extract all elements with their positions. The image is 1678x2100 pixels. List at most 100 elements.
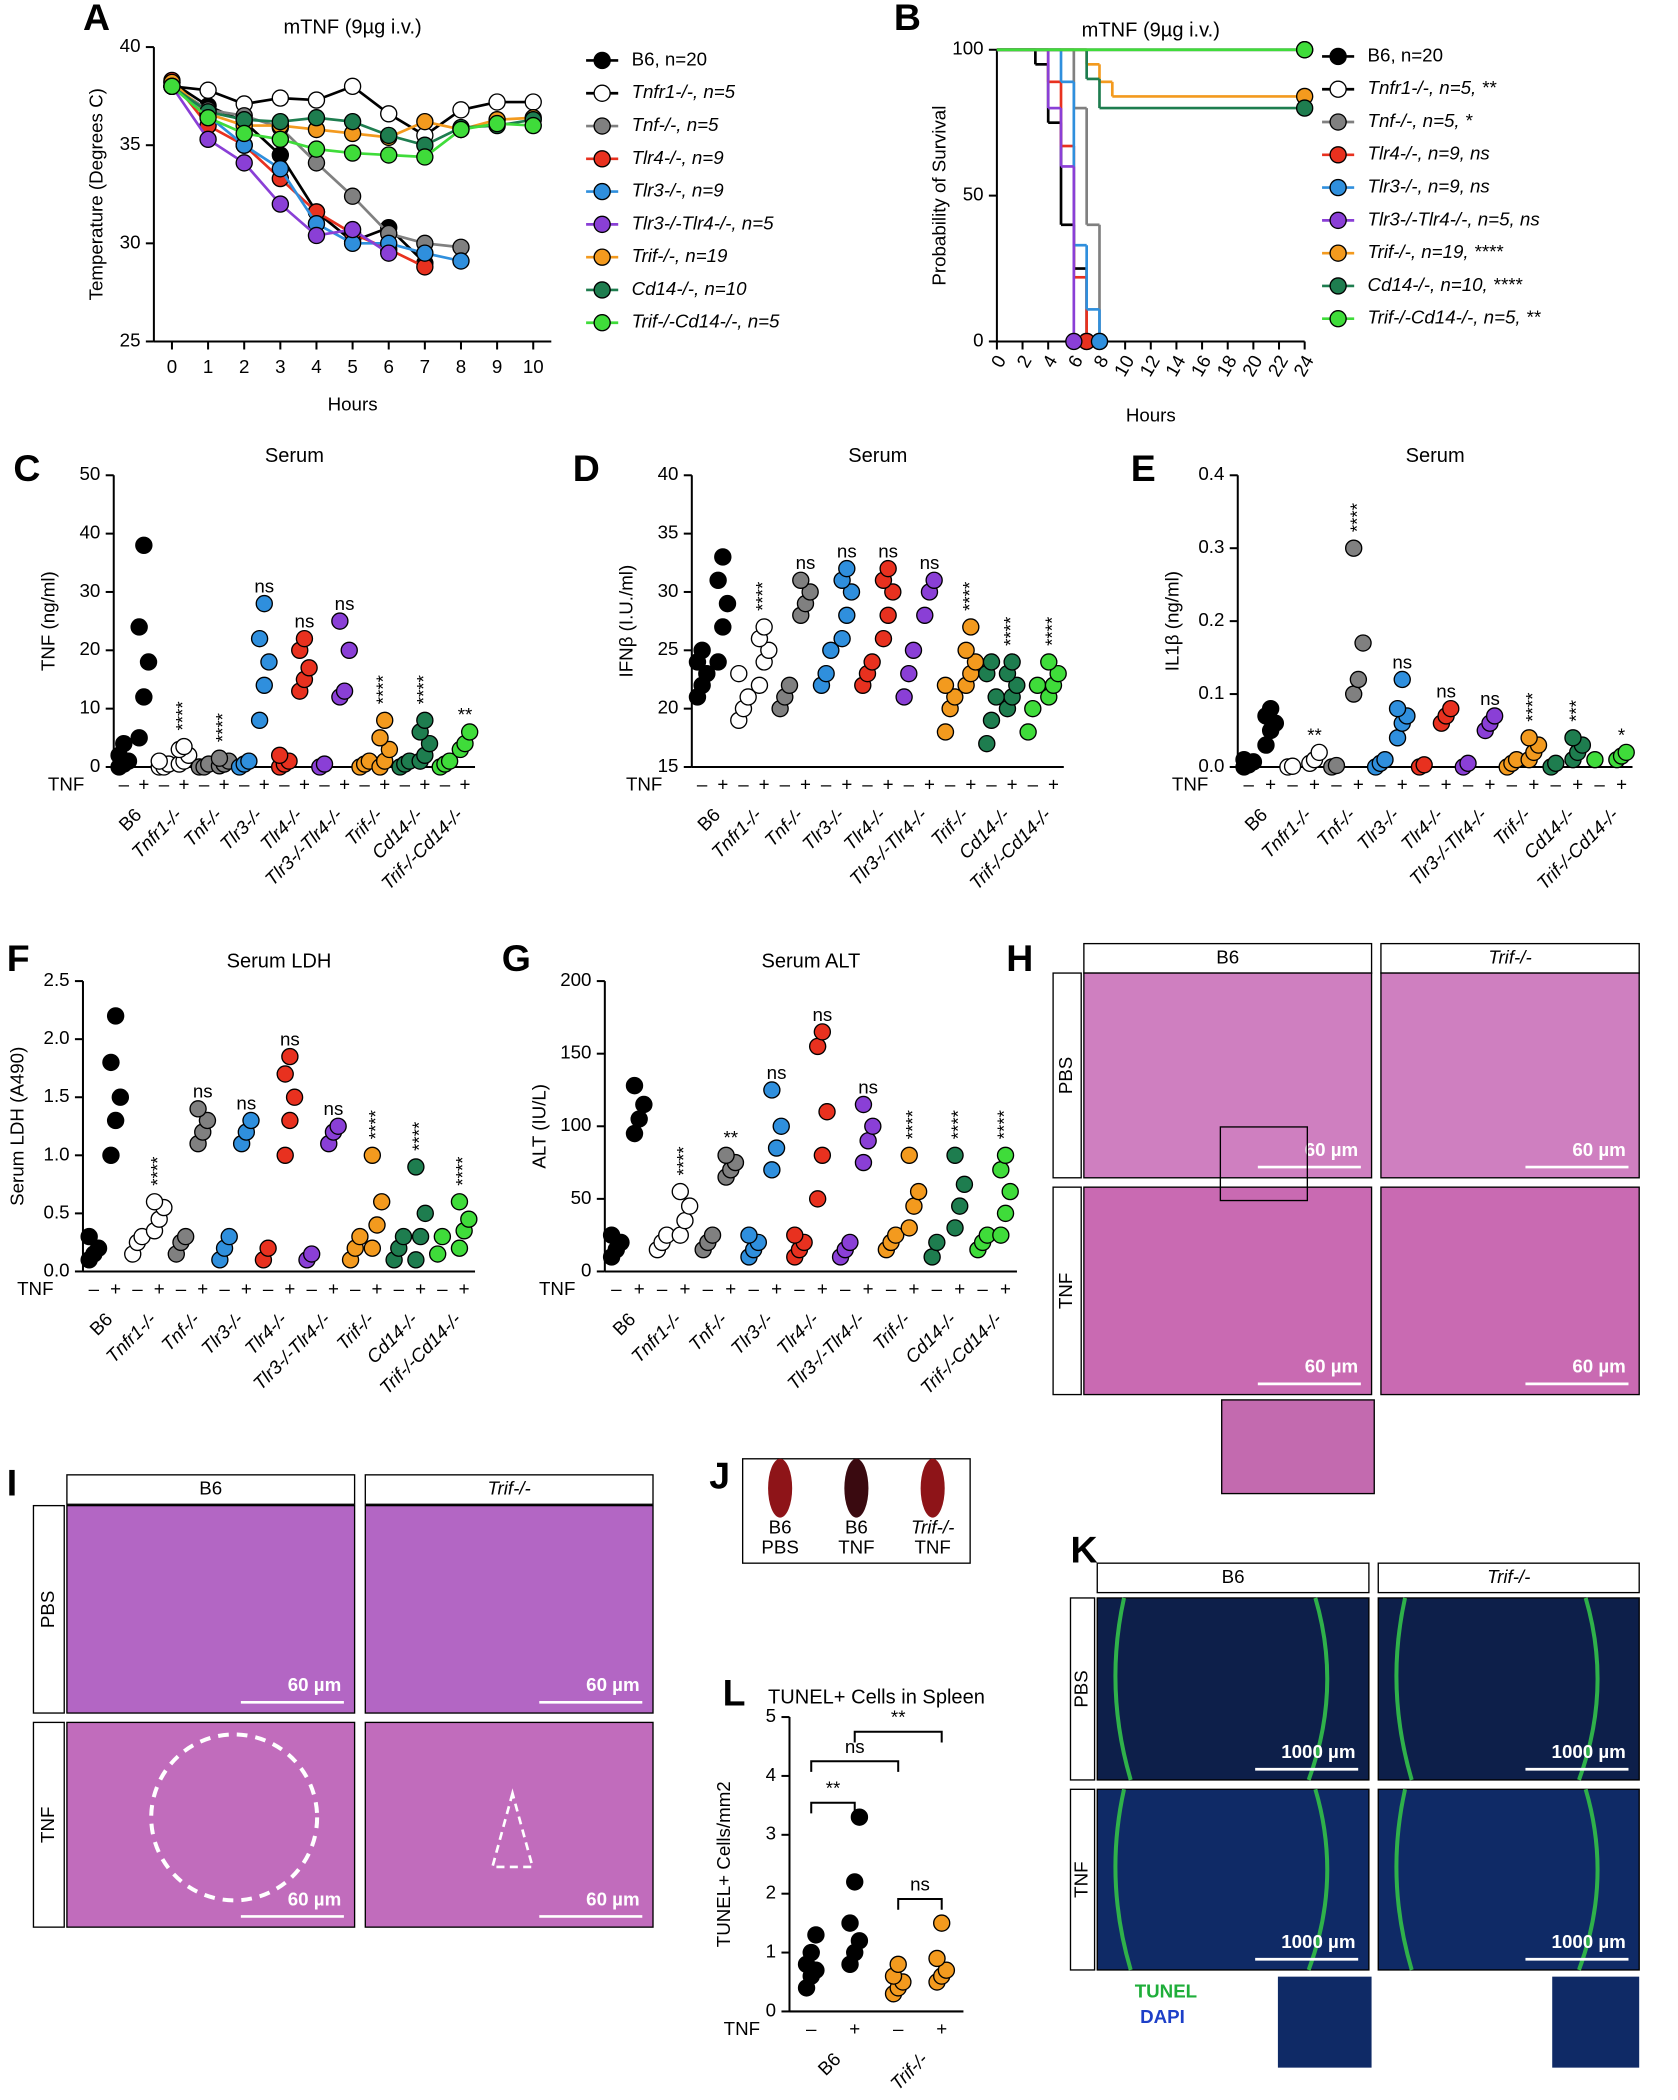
end-point bbox=[1295, 41, 1314, 59]
data-point bbox=[1344, 685, 1363, 703]
data-point bbox=[900, 1219, 918, 1237]
spleen bbox=[920, 1458, 945, 1518]
treatment-label: + bbox=[849, 2018, 860, 2039]
data-point bbox=[281, 1111, 299, 1130]
data-point bbox=[717, 1146, 735, 1165]
significance: **** bbox=[172, 701, 193, 730]
treatment-label: + bbox=[460, 774, 471, 795]
legend-label: Trif-/-Cd14-/-, n=5, ** bbox=[1368, 307, 1542, 328]
data-point bbox=[714, 548, 732, 566]
x-tick-label: 5 bbox=[347, 356, 357, 377]
data-point bbox=[887, 1226, 905, 1244]
x-axis-label: Hours bbox=[1126, 404, 1176, 425]
data-point bbox=[730, 664, 748, 683]
treatment-label: + bbox=[771, 1278, 782, 1299]
treatment-label: – bbox=[657, 1278, 668, 1299]
data-point bbox=[928, 1233, 946, 1252]
data-point bbox=[343, 220, 362, 239]
category-label: Tnf-/- bbox=[157, 1308, 203, 1354]
data-point bbox=[1547, 754, 1565, 773]
significance: **** bbox=[373, 675, 394, 704]
treatment-label: – bbox=[400, 774, 411, 795]
y-tick-label: 20 bbox=[80, 638, 101, 659]
treatment-label: – bbox=[697, 774, 708, 795]
data-point bbox=[602, 1226, 621, 1244]
data-point bbox=[271, 160, 290, 178]
data-point bbox=[380, 146, 398, 164]
treatment-label: – bbox=[1244, 774, 1255, 795]
category-label: B6 bbox=[85, 1308, 116, 1339]
treatment-label: – bbox=[1331, 774, 1342, 795]
category-label: Tlr3-/- bbox=[1353, 804, 1403, 854]
data-point bbox=[863, 653, 881, 671]
legend-marker bbox=[593, 117, 611, 135]
data-point bbox=[905, 1197, 923, 1215]
legend-marker bbox=[593, 150, 611, 168]
data-point bbox=[106, 1111, 125, 1130]
treatment-label: + bbox=[1353, 774, 1364, 795]
row-label: TNF bbox=[48, 774, 84, 795]
data-point bbox=[440, 752, 459, 770]
data-point bbox=[460, 1210, 478, 1228]
y-axis-label: Serum LDH (A490) bbox=[7, 1047, 28, 1206]
data-point bbox=[842, 583, 861, 601]
treatment-label: + bbox=[800, 774, 811, 795]
data-point bbox=[760, 641, 778, 660]
y-tick-label: 0.3 bbox=[1198, 536, 1224, 557]
treatment-label: + bbox=[908, 1278, 919, 1299]
legend-marker bbox=[593, 248, 611, 266]
data-point bbox=[1008, 676, 1026, 695]
data-point bbox=[808, 1037, 827, 1056]
data-point bbox=[1019, 723, 1037, 741]
chart-title: Serum bbox=[265, 445, 324, 467]
treatment-label: – bbox=[703, 1278, 714, 1299]
data-point bbox=[874, 629, 893, 648]
significance: **** bbox=[959, 582, 980, 611]
data-point bbox=[879, 606, 897, 624]
treatment-label: + bbox=[634, 1278, 645, 1299]
data-point bbox=[928, 1949, 946, 1968]
data-point bbox=[102, 1146, 120, 1165]
y-tick-label: 100 bbox=[952, 38, 983, 59]
data-point bbox=[271, 112, 290, 131]
x-tick-label: 6 bbox=[1064, 352, 1087, 372]
y-tick-label: 0.1 bbox=[1198, 682, 1224, 703]
y-tick-label: 0.5 bbox=[44, 1201, 70, 1222]
data-point bbox=[693, 641, 711, 660]
y-tick-label: 50 bbox=[571, 1187, 592, 1208]
y-axis-label: ALT (IU/L) bbox=[529, 1084, 550, 1169]
data-point bbox=[130, 618, 148, 636]
treatment-label: + bbox=[1007, 774, 1018, 795]
row-label: TNF bbox=[1055, 1273, 1076, 1309]
panel-letter: H bbox=[1006, 937, 1033, 979]
chart-title: Serum ALT bbox=[761, 951, 860, 973]
row-label: TNF bbox=[1070, 1861, 1091, 1897]
treatment-label: – bbox=[176, 1278, 187, 1299]
y-tick-label: 0.2 bbox=[1198, 609, 1224, 630]
scale-label: 60 µm bbox=[1305, 1356, 1358, 1377]
x-tick-label: 10 bbox=[1110, 352, 1139, 381]
y-tick-label: 35 bbox=[120, 133, 141, 154]
data-point bbox=[343, 112, 362, 131]
row-label: TNF bbox=[1172, 774, 1208, 795]
data-point bbox=[300, 659, 318, 677]
data-point bbox=[671, 1226, 689, 1244]
y-tick-label: 1.0 bbox=[44, 1143, 70, 1164]
significance: ns bbox=[1392, 651, 1412, 672]
data-point bbox=[115, 734, 133, 753]
data-point bbox=[380, 105, 398, 123]
x-tick-label: 12 bbox=[1135, 352, 1164, 381]
y-tick-label: 0.0 bbox=[1198, 755, 1224, 776]
legend-label: Tlr3-/-, n=9 bbox=[632, 180, 725, 201]
legend-label: Tlr3-/-Tlr4-/-, n=5 bbox=[632, 212, 775, 233]
data-point bbox=[285, 1088, 304, 1106]
stain-label: DAPI bbox=[1140, 2006, 1185, 2027]
category-label: B6 bbox=[114, 804, 145, 835]
significance: ** bbox=[458, 704, 473, 725]
data-point bbox=[433, 1227, 452, 1246]
y-tick-label: 200 bbox=[560, 969, 591, 990]
significance: **** bbox=[365, 1110, 386, 1139]
column-label: B6 bbox=[1216, 946, 1239, 967]
treatment-label: – bbox=[319, 774, 330, 795]
data-point bbox=[992, 1226, 1010, 1244]
